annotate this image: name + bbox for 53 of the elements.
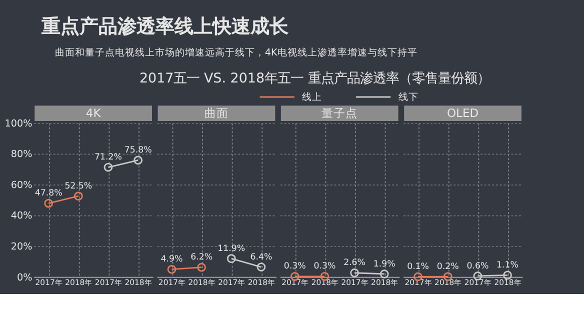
x-tick-label: 2018年 xyxy=(188,278,216,288)
data-label: 1.9% xyxy=(373,259,396,270)
x-tick-label: 2017年 xyxy=(218,278,246,288)
legend-label: 线上 xyxy=(302,90,322,103)
point xyxy=(197,262,206,272)
point xyxy=(74,192,83,201)
point xyxy=(134,156,143,165)
data-label: 0.3% xyxy=(314,262,336,272)
x-tick-label: 2017年 xyxy=(35,278,63,288)
x-tick-label: 2018年 xyxy=(434,278,462,288)
y-tick-label: 40% xyxy=(10,210,32,222)
data-label: 0.3% xyxy=(284,262,306,272)
chart-title: 量子点 xyxy=(322,106,358,120)
data-label: 6.4% xyxy=(250,252,272,262)
text: 曲面和量子点电视线上市场的增速远高于线下，4K电视线上渗透率增速与线下持平 xyxy=(54,46,418,59)
point xyxy=(226,254,236,264)
x-tick-label: 2017年 xyxy=(158,278,186,288)
text: 2017五一 VS. 2018年五一 重点产品渗透率（零售量份额） xyxy=(139,70,490,87)
point xyxy=(167,264,176,274)
data-label: 1.1% xyxy=(496,260,518,270)
chart-title: 曲面 xyxy=(204,106,228,120)
data-label: 4.9% xyxy=(160,254,183,265)
data-label: 75.8% xyxy=(124,146,152,156)
chart-title: 4K xyxy=(86,106,102,120)
x-tick-label: 2017年 xyxy=(341,278,369,288)
data-label: 11.9% xyxy=(218,244,246,254)
data-label: 52.5% xyxy=(64,181,92,192)
y-tick-label: 0% xyxy=(16,272,32,284)
data-label: 0.2% xyxy=(436,262,459,272)
point xyxy=(44,198,54,208)
data-label: 2.6% xyxy=(344,258,366,268)
x-tick-label: 2017年 xyxy=(464,278,492,288)
chart-title: OLED xyxy=(446,106,479,120)
x-tick-label: 2018年 xyxy=(371,278,399,288)
text: 重点产品渗透率线上快速成长 xyxy=(40,14,290,38)
point xyxy=(104,162,113,172)
point xyxy=(256,262,266,272)
x-tick-label: 2017年 xyxy=(94,278,123,288)
x-tick-label: 2018年 xyxy=(65,278,93,288)
y-tick-label: 60% xyxy=(10,180,32,191)
data-label: 71.2% xyxy=(94,152,122,163)
data-label: 6.2% xyxy=(190,252,213,263)
y-tick-label: 20% xyxy=(10,241,32,252)
x-tick-label: 2018年 xyxy=(124,278,152,288)
y-tick-label: 100% xyxy=(4,118,32,130)
y-tick-label: 80% xyxy=(10,149,32,160)
x-tick-label: 2018年 xyxy=(311,278,339,288)
data-label: 47.8% xyxy=(34,188,62,199)
data-label: 0.6% xyxy=(466,261,489,272)
x-tick-label: 2018年 xyxy=(248,278,276,288)
x-tick-label: 2018年 xyxy=(494,278,522,288)
data-label: 0.1% xyxy=(407,262,430,272)
legend-label: 线下 xyxy=(398,90,418,103)
